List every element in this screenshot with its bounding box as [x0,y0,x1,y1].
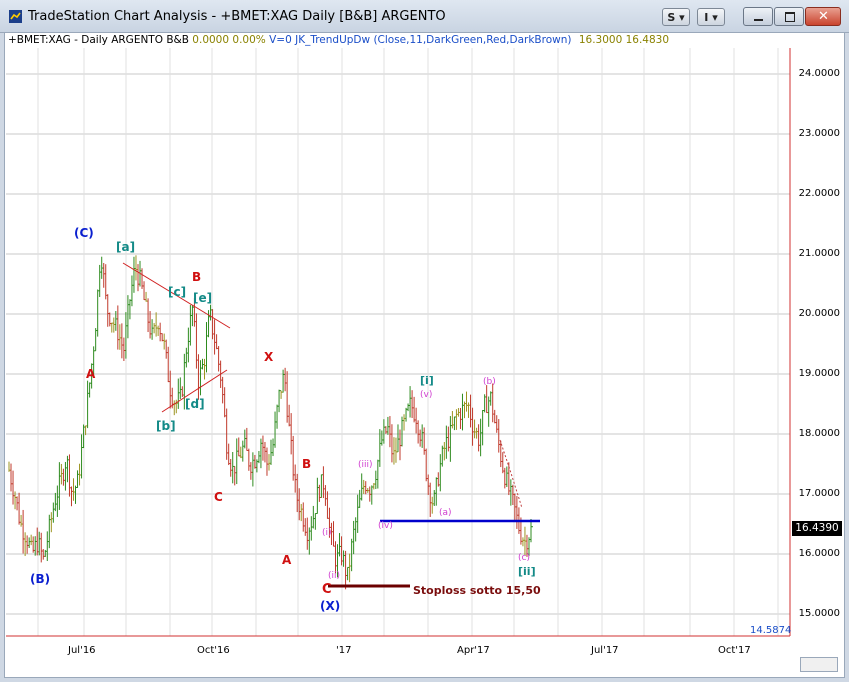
time-tick-label: Jul'17 [591,645,619,656]
wave-label-i-small: (i) [322,528,332,538]
minimize-icon [754,19,763,21]
restore-icon [785,12,795,22]
price-tick-label: 18.0000 [798,428,840,439]
header-symbol: +BMET:XAG - Daily [8,34,108,46]
header-change: 0.0000 [192,34,230,46]
wave-label-v: (v) [420,390,433,400]
window-titlebar: TradeStation Chart Analysis - +BMET:XAG … [0,0,849,33]
i-button-label: I [704,11,709,24]
wave-label-A-red: A [86,367,96,381]
header-indicator: JK_TrendUpDw (Close,11,DarkGreen,Red,Dar… [295,34,572,46]
header-val1: 16.3000 [578,34,623,46]
wave-label-A-red-2: A [282,553,292,567]
wave-label-ii-small: (ii) [328,571,341,581]
time-tick-label: Apr'17 [457,645,490,656]
wave-label-c-sq: [c] [168,285,187,299]
price-tick-label: 24.0000 [798,68,840,79]
wave-label-e-sq: [e] [193,291,213,305]
wave-label-c-small: (c) [518,553,530,563]
wave-label-a-sq: [a] [116,240,136,254]
wave-label-B-big: (B) [30,572,51,586]
low-price-label: 14.5874 [750,625,792,636]
triangle-upper-trendline [122,262,231,329]
wave-label-i-sq: [i] [420,374,434,387]
i-dropdown-button[interactable]: I ▾ [697,8,725,26]
wave-label-iv: (iv) [378,521,393,531]
wave-label-ii-sq: [ii] [518,565,536,578]
header-val2: 16.4830 [625,34,670,46]
minimize-button[interactable] [743,7,773,26]
tradestation-app-icon [9,10,22,23]
price-tick-label: 19.0000 [798,368,840,379]
header-exchange: B&B [166,34,189,46]
horizontal-scrollbar-thumb[interactable] [800,657,838,672]
chart-header: +BMET:XAG - Daily ARGENTO B&B 0.0000 0.0… [8,33,669,47]
triangle-lower-trendline [161,369,228,413]
last-price-marker: 16.4390 [792,521,842,536]
price-tick-label: 15.0000 [798,608,840,619]
price-tick-label: 17.0000 [798,488,840,499]
wave-label-a-small: (a) [439,508,452,518]
header-name: ARGENTO [111,34,163,46]
wave-label-d-sq: [d] [185,397,205,411]
wave-label-b-small: (b) [483,377,496,387]
wave-label-C-red: C [214,490,223,504]
wave-label-C-big: (C) [74,226,94,240]
time-tick-label: Oct'16 [197,645,230,656]
time-tick-label: '17 [336,645,352,656]
header-change-pct: 0.00% [232,34,266,46]
chart-frame [4,32,845,678]
close-button[interactable]: ✕ [805,7,841,26]
wave-label-iii: (iii) [358,460,373,470]
time-tick-label: Oct'17 [718,645,751,656]
time-tick-label: Jul'16 [68,645,96,656]
price-tick-label: 22.0000 [798,188,840,199]
stoploss-note: Stoploss sotto 15,50 [413,584,541,597]
s-button-label: S [667,11,676,24]
restore-button[interactable] [774,7,804,26]
chevron-down-icon: ▾ [712,11,718,24]
close-icon: ✕ [818,9,829,24]
chevron-down-icon: ▾ [679,11,685,24]
header-volume: V=0 [269,34,292,46]
wave-label-B-red-2: B [302,457,312,471]
wave-label-X-big: (X) [320,599,341,613]
wave-label-b-sq: [b] [156,419,176,433]
price-tick-label: 16.0000 [798,548,840,559]
price-tick-label: 20.0000 [798,308,840,319]
window-title: TradeStation Chart Analysis - +BMET:XAG … [28,9,446,24]
price-tick-label: 23.0000 [798,128,840,139]
wave-label-X-red: X [264,350,274,364]
wave-label-C-red-2: C [322,582,332,597]
wave-label-B-red: B [192,270,202,284]
s-dropdown-button[interactable]: S ▾ [662,8,690,26]
price-tick-label: 21.0000 [798,248,840,259]
